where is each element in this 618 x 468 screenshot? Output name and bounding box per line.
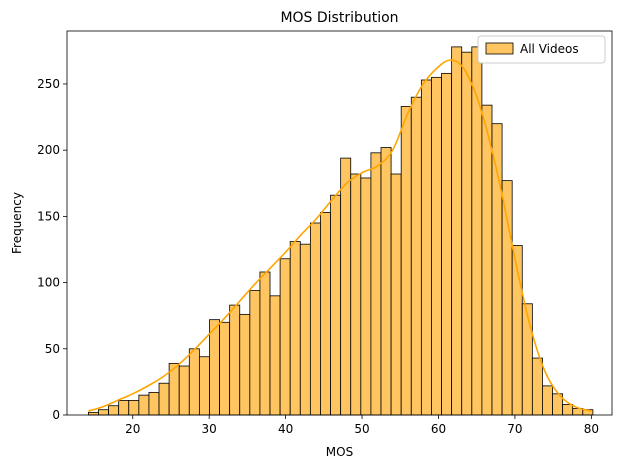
histogram-bar <box>249 290 261 416</box>
x-axis-label: MOS <box>326 445 353 459</box>
histogram-bar <box>451 46 463 416</box>
histogram-bar <box>542 385 553 416</box>
histogram-bar <box>350 173 362 416</box>
histogram-bar <box>340 157 352 416</box>
histogram-bar <box>330 194 342 416</box>
histogram-bar <box>229 304 241 416</box>
histogram-bar <box>320 212 331 416</box>
histogram-bar <box>360 177 372 416</box>
x-tick-label: 40 <box>278 422 293 436</box>
legend-swatch <box>485 42 514 55</box>
kde-line <box>88 59 592 412</box>
y-axis-ticks: 0 50 100 150 200 250 <box>37 77 67 422</box>
histogram-bar <box>128 400 140 416</box>
x-tick-label: 30 <box>202 422 217 436</box>
histogram-bar <box>471 46 483 416</box>
histogram-bar <box>481 104 493 416</box>
histogram-bar <box>188 348 200 416</box>
kde-curve-group <box>88 59 592 412</box>
histogram-bar <box>491 123 503 416</box>
histogram-bar <box>521 303 533 416</box>
y-tick-label: 100 <box>37 276 60 290</box>
chart-title: MOS Distribution <box>280 10 398 26</box>
histogram-bar <box>562 404 574 416</box>
histogram-bar <box>531 357 543 416</box>
y-tick-label: 0 <box>52 408 60 422</box>
histogram-bar <box>410 96 422 416</box>
histogram-bars <box>88 46 594 416</box>
x-tick-label: 60 <box>431 422 446 436</box>
histogram-bar <box>309 222 321 416</box>
histogram-bar <box>370 152 382 416</box>
histogram-bar <box>219 321 231 416</box>
legend: All Videos <box>477 35 606 64</box>
histogram-bar <box>178 365 190 416</box>
x-tick-label: 50 <box>354 422 369 436</box>
histogram-bar <box>158 382 170 416</box>
histogram-bar <box>118 400 130 416</box>
histogram-bar <box>380 147 392 416</box>
histogram-bar <box>259 271 271 416</box>
histogram-bar <box>289 241 301 416</box>
y-tick-label: 200 <box>37 143 60 157</box>
histogram-bar <box>138 394 150 416</box>
histogram-bar <box>269 295 281 416</box>
y-tick-label: 50 <box>45 342 60 356</box>
histogram-bar <box>209 319 220 416</box>
y-tick-label: 250 <box>37 77 60 91</box>
x-tick-label: 70 <box>507 422 522 436</box>
y-axis-label: Frequency <box>10 192 24 254</box>
legend-label: All Videos <box>520 42 579 56</box>
x-axis-ticks: 20 30 40 50 60 70 80 <box>125 415 599 436</box>
histogram-bar <box>400 106 412 416</box>
plot-frame <box>66 30 613 416</box>
histogram-bar <box>431 76 442 416</box>
histogram-bar <box>279 258 291 416</box>
histogram-bar <box>441 72 453 416</box>
histogram-bar <box>148 392 160 416</box>
histogram-bar <box>198 356 210 416</box>
histogram-bar <box>420 79 432 416</box>
histogram-bar <box>461 51 473 416</box>
histogram-bar <box>98 409 109 416</box>
y-tick-label: 150 <box>37 209 60 223</box>
x-tick-label: 80 <box>584 422 599 436</box>
x-tick-label: 20 <box>125 422 140 436</box>
histogram-bar <box>390 173 402 416</box>
histogram-bar <box>108 405 120 416</box>
histogram-bar <box>299 243 311 416</box>
histogram-bar <box>239 313 251 416</box>
